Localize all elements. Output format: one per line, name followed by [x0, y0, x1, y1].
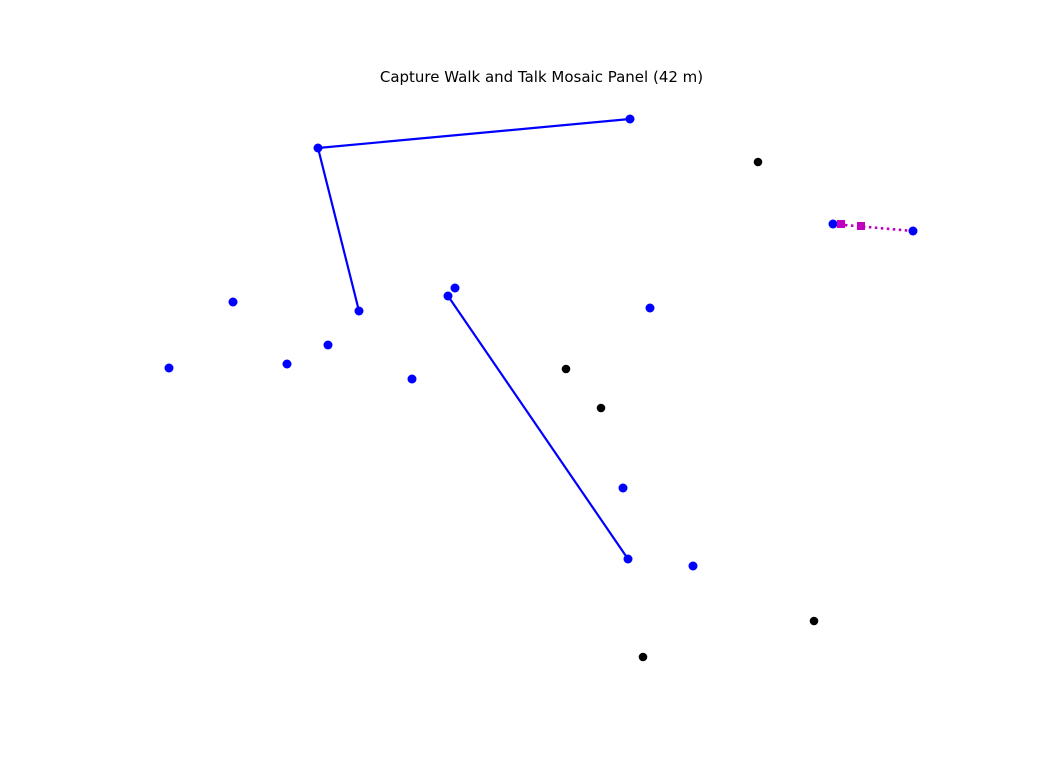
blue-path-1	[316, 117, 631, 312]
blue-point-7	[323, 340, 333, 350]
black-point-4	[809, 616, 819, 626]
blue-point-1	[625, 114, 635, 124]
magenta-dotted-path	[832, 222, 914, 233]
blue-point-12	[618, 483, 628, 493]
blue-point-5	[164, 363, 174, 373]
blue-point-14	[688, 561, 698, 571]
magenta-square-marker-2	[857, 222, 865, 230]
blue-point-15	[828, 219, 838, 229]
black-point-2	[561, 364, 571, 374]
black-point-5	[638, 652, 648, 662]
blue-point-10	[443, 291, 453, 301]
blue-point-3	[354, 306, 364, 316]
path-layer	[316, 117, 914, 560]
blue-point-13	[623, 554, 633, 564]
blue-point-6	[282, 359, 292, 369]
black-point-1	[753, 157, 763, 167]
blue-point-2	[313, 143, 323, 153]
blue-point-9	[450, 283, 460, 293]
point-layer	[164, 114, 918, 662]
blue-point-4	[228, 297, 238, 307]
blue-point-16	[908, 226, 918, 236]
plot-title: Capture Walk and Talk Mosaic Panel (42 m…	[379, 68, 704, 86]
magenta-square-marker-1	[837, 220, 845, 228]
black-point-3	[596, 403, 606, 413]
blue-path-2	[447, 295, 629, 560]
blue-point-11	[645, 303, 655, 313]
blue-point-8	[407, 374, 417, 384]
